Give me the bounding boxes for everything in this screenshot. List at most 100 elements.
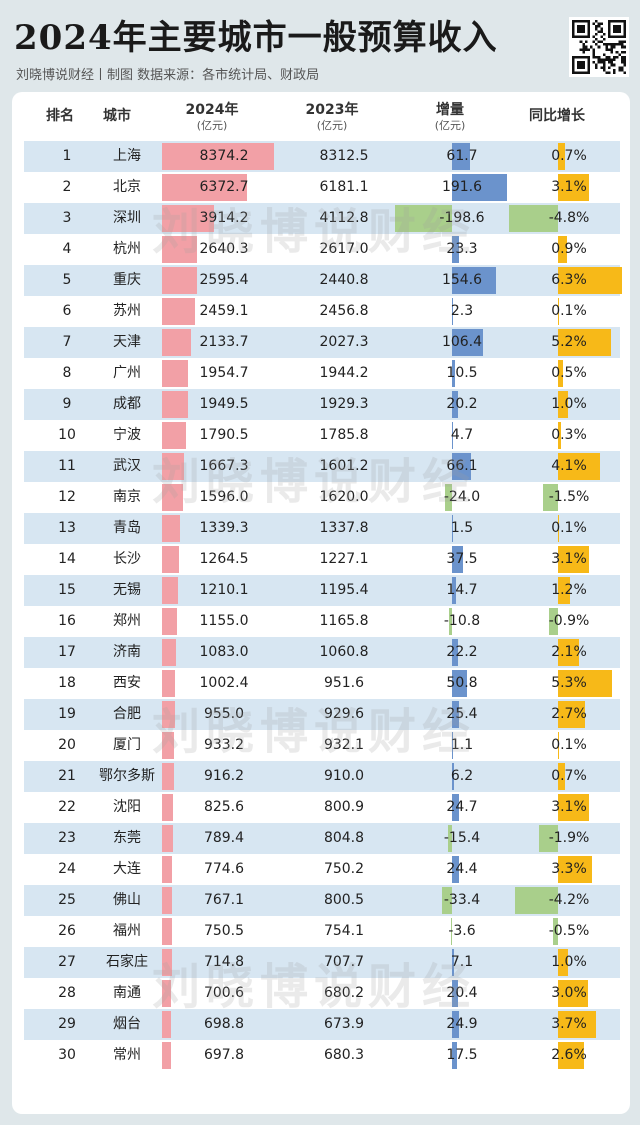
bar-increase bbox=[452, 577, 457, 604]
cell-2024: 789.4 bbox=[203, 830, 245, 846]
cell-city: 成都 bbox=[113, 396, 141, 412]
cell-increase: 37.5 bbox=[446, 551, 478, 567]
cell-increase: 106.4 bbox=[441, 334, 483, 350]
cell-2023: 2456.8 bbox=[319, 303, 369, 319]
col-header-city: 城市 bbox=[103, 108, 131, 124]
bar-yoy bbox=[558, 236, 568, 263]
cell-city: 上海 bbox=[113, 148, 141, 164]
table-row: 12 南京 1596.0 1620.0 -24.0 -1.5% bbox=[24, 482, 620, 513]
bar-2024 bbox=[162, 1042, 172, 1069]
bar-increase bbox=[452, 639, 459, 666]
cell-2023: 8312.5 bbox=[319, 148, 369, 164]
bar-yoy bbox=[558, 267, 622, 294]
cell-yoy: 3.1% bbox=[551, 551, 587, 567]
cell-rank: 7 bbox=[62, 334, 72, 350]
cell-2023: 910.0 bbox=[323, 768, 365, 784]
bar-2024 bbox=[162, 546, 179, 573]
cell-rank: 27 bbox=[58, 954, 76, 970]
col-header-2023: 2023年 (亿元) bbox=[305, 102, 359, 132]
bar-2024 bbox=[162, 701, 175, 728]
cell-rank: 23 bbox=[58, 830, 76, 846]
cell-2024: 916.2 bbox=[203, 768, 245, 784]
cell-increase: 191.6 bbox=[441, 179, 483, 195]
bar-yoy bbox=[558, 298, 560, 325]
table-row: 17 济南 1083.0 1060.8 22.2 2.1% bbox=[24, 637, 620, 668]
bar-2024 bbox=[162, 453, 185, 480]
cell-yoy: 4.1% bbox=[551, 458, 587, 474]
cell-increase: 17.5 bbox=[446, 1047, 478, 1063]
bar-2024 bbox=[162, 205, 215, 232]
cell-yoy: 2.1% bbox=[551, 644, 587, 660]
bar-increase bbox=[452, 267, 497, 294]
cell-2023: 673.9 bbox=[323, 1016, 365, 1032]
table-row: 21 鄂尔多斯 916.2 910.0 6.2 0.7% bbox=[24, 761, 620, 792]
page-subtitle: 刘晓博说财经丨制图 数据来源：各市统计局、财政局 bbox=[16, 68, 320, 83]
cell-2023: 932.1 bbox=[323, 737, 365, 753]
bar-yoy bbox=[558, 732, 560, 759]
table-row: 14 长沙 1264.5 1227.1 37.5 3.1% bbox=[24, 544, 620, 575]
bar-increase bbox=[452, 329, 483, 356]
bar-increase bbox=[452, 236, 459, 263]
cell-2024: 697.8 bbox=[203, 1047, 245, 1063]
cell-increase: -3.6 bbox=[448, 923, 476, 939]
bar-2024 bbox=[162, 887, 173, 914]
cell-2024: 1667.3 bbox=[199, 458, 249, 474]
bar-increase bbox=[452, 1011, 460, 1038]
cell-2024: 1264.5 bbox=[199, 551, 249, 567]
cell-increase: 50.8 bbox=[446, 675, 478, 691]
cell-yoy: 0.1% bbox=[551, 737, 587, 753]
cell-city: 重庆 bbox=[113, 272, 141, 288]
cell-2023: 929.6 bbox=[323, 706, 365, 722]
cell-2023: 680.2 bbox=[323, 985, 365, 1001]
bar-2024 bbox=[162, 670, 176, 697]
table-row: 15 无锡 1210.1 1195.4 14.7 1.2% bbox=[24, 575, 620, 606]
col-header-increase: 增量 (亿元) bbox=[434, 102, 466, 132]
bar-2024 bbox=[162, 422, 186, 449]
cell-2023: 754.1 bbox=[323, 923, 365, 939]
cell-2024: 2133.7 bbox=[199, 334, 249, 350]
bar-yoy bbox=[515, 887, 558, 914]
cell-rank: 6 bbox=[62, 303, 72, 319]
cell-city: 鄂尔多斯 bbox=[99, 768, 155, 784]
bar-increase bbox=[450, 918, 452, 945]
table-row: 11 武汉 1667.3 1601.2 66.1 4.1% bbox=[24, 451, 620, 482]
cell-2024: 8374.2 bbox=[199, 148, 249, 164]
cell-yoy: 3.7% bbox=[551, 1016, 587, 1032]
cell-yoy: 1.0% bbox=[551, 396, 587, 412]
table-row: 27 石家庄 714.8 707.7 7.1 1.0% bbox=[24, 947, 620, 978]
cell-yoy: 6.3% bbox=[551, 272, 587, 288]
cell-2024: 2595.4 bbox=[199, 272, 249, 288]
table-header: 排名 城市 2024年 (亿元) 2023年 (亿元) 增量 (亿元) 同比增长 bbox=[12, 92, 630, 140]
cell-2024: 1155.0 bbox=[199, 613, 249, 629]
bar-increase bbox=[452, 174, 507, 201]
cell-yoy: 0.1% bbox=[551, 520, 587, 536]
cell-increase: 4.7 bbox=[450, 427, 474, 443]
table-row: 26 福州 750.5 754.1 -3.6 -0.5% bbox=[24, 916, 620, 947]
cell-rank: 29 bbox=[58, 1016, 76, 1032]
cell-rank: 28 bbox=[58, 985, 76, 1001]
bar-2024 bbox=[162, 515, 180, 542]
cell-increase: -10.8 bbox=[443, 613, 481, 629]
cell-rank: 8 bbox=[62, 365, 72, 381]
bar-yoy bbox=[509, 205, 558, 232]
bar-2024 bbox=[162, 639, 177, 666]
cell-city: 无锡 bbox=[113, 582, 141, 598]
bar-increase bbox=[452, 298, 453, 325]
cell-rank: 2 bbox=[62, 179, 72, 195]
bar-2024 bbox=[162, 329, 191, 356]
bar-yoy bbox=[558, 515, 560, 542]
cell-2024: 767.1 bbox=[203, 892, 245, 908]
table-row: 23 东莞 789.4 804.8 -15.4 -1.9% bbox=[24, 823, 620, 854]
cell-yoy: 0.5% bbox=[551, 365, 587, 381]
bar-2024 bbox=[162, 825, 173, 852]
cell-rank: 12 bbox=[58, 489, 76, 505]
cell-yoy: -0.9% bbox=[548, 613, 590, 629]
cell-2024: 6372.7 bbox=[199, 179, 249, 195]
cell-city: 杭州 bbox=[113, 241, 141, 257]
table-row: 19 合肥 955.0 929.6 25.4 2.7% bbox=[24, 699, 620, 730]
cell-increase: 24.9 bbox=[446, 1016, 478, 1032]
cell-rank: 11 bbox=[58, 458, 76, 474]
bar-yoy bbox=[558, 980, 589, 1007]
cell-yoy: 1.2% bbox=[551, 582, 587, 598]
cell-yoy: 3.0% bbox=[551, 985, 587, 1001]
